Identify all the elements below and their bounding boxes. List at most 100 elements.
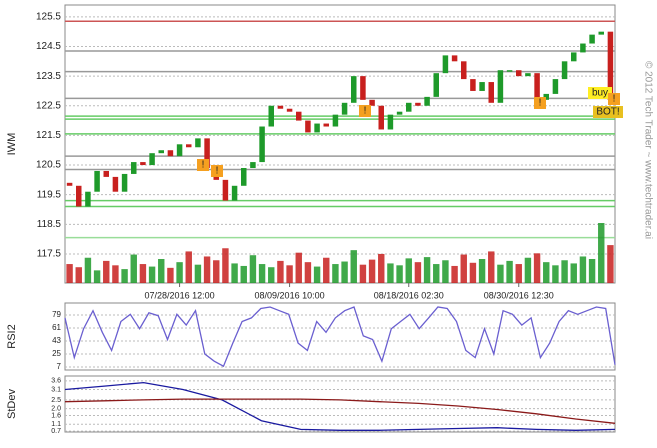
candle: [149, 153, 155, 166]
candle: [506, 70, 513, 72]
y-axis-label: IWM: [6, 133, 18, 156]
volume-bar: [139, 264, 147, 283]
x-tick-label: 07/28/2016 12:00: [145, 290, 215, 300]
y-tick-label: 125.5: [36, 11, 61, 22]
volume-bar: [543, 262, 550, 283]
y-tick-label: 25: [52, 349, 61, 358]
y-tick-label: 122.5: [36, 100, 61, 111]
volume-bar: [460, 254, 467, 283]
volume-bar: [121, 269, 128, 283]
annotation: !: [613, 94, 616, 105]
volume-bar: [506, 260, 513, 283]
candle: [158, 150, 164, 154]
candle: [121, 173, 128, 192]
volume-bar: [423, 257, 431, 283]
candle: [369, 99, 375, 106]
volume-bar: [249, 255, 257, 283]
y-tick-label: 43: [52, 336, 61, 345]
volume-bar: [341, 261, 348, 283]
y-tick-label: 124.5: [36, 41, 61, 52]
annotation-box: [593, 106, 623, 118]
volume-bar: [378, 253, 385, 283]
volume-bar: [286, 265, 293, 283]
volume-bar: [588, 259, 596, 283]
volume-bar: [112, 265, 119, 283]
y-tick-label: 118.5: [37, 219, 62, 230]
candle: [360, 76, 366, 100]
volume-bar: [84, 257, 92, 283]
volume-bar: [478, 259, 486, 283]
copyright: © 2012 Tech Trader ~ www.techtrader.ai: [642, 61, 653, 239]
candle: [268, 105, 274, 127]
candle: [85, 191, 91, 207]
y-tick-label: 0.7: [51, 428, 61, 435]
volume-bar: [258, 264, 266, 283]
candle: [222, 179, 229, 201]
panel-frame: [64, 375, 616, 433]
candle: [571, 52, 577, 62]
candle: [433, 73, 439, 97]
y-tick-label: 3.6: [51, 378, 61, 385]
candle: [525, 73, 531, 77]
annotation: BOT!: [596, 107, 619, 118]
y-tick-label: 120.5: [36, 160, 61, 171]
y-tick-label: 7: [57, 362, 62, 371]
volume-bar: [598, 223, 605, 283]
candle: [534, 73, 540, 100]
volume-bar: [359, 264, 367, 283]
volume-bar: [387, 263, 394, 283]
candle: [607, 31, 614, 100]
candle: [259, 126, 265, 163]
candle: [351, 76, 357, 103]
series-line: [64, 398, 616, 424]
candle: [479, 82, 485, 91]
volume-bar: [396, 265, 403, 283]
x-tick-label: 08/30/2016 12:30: [484, 290, 554, 300]
annotation-box: [359, 105, 371, 117]
annotation: buy: [592, 88, 608, 99]
candle: [488, 82, 494, 103]
candle: [323, 123, 329, 127]
candle: [387, 114, 394, 130]
series-line: [64, 381, 616, 431]
annotation: !: [202, 160, 205, 171]
volume-bar: [405, 258, 412, 283]
volume-bar: [570, 263, 577, 283]
volume-bar: [222, 248, 229, 283]
volume-bar: [148, 266, 156, 283]
candle: [378, 105, 384, 130]
candle: [112, 176, 119, 192]
volume-bar: [185, 251, 192, 283]
y-tick-label: 79: [52, 310, 61, 319]
volume-bar: [313, 266, 321, 283]
candle: [543, 93, 549, 100]
panel-frame: [64, 4, 616, 284]
volume-bar: [414, 262, 422, 283]
volume-bar: [607, 245, 614, 283]
series-line: [64, 306, 616, 368]
candle: [94, 170, 100, 192]
volume-bar: [579, 256, 587, 283]
volume-bar: [368, 259, 376, 283]
volume-bar: [469, 262, 477, 283]
y-tick-label: 3.1: [51, 386, 61, 393]
volume-bar: [304, 262, 312, 283]
candle: [561, 61, 568, 80]
candle: [424, 96, 430, 106]
candle: [516, 70, 522, 77]
y-tick-label: 2.5: [51, 397, 61, 404]
candle: [552, 79, 559, 94]
volume-bar: [268, 267, 275, 283]
candle: [250, 162, 256, 169]
candle: [277, 105, 284, 109]
candle: [341, 102, 348, 115]
candle: [231, 185, 238, 201]
volume-bar: [194, 264, 202, 283]
volume-bar: [130, 254, 137, 283]
volume-bar: [93, 270, 101, 283]
candle: [470, 79, 476, 91]
candle: [103, 170, 109, 177]
volume-bar: [515, 264, 522, 283]
volume-bar: [103, 260, 110, 283]
